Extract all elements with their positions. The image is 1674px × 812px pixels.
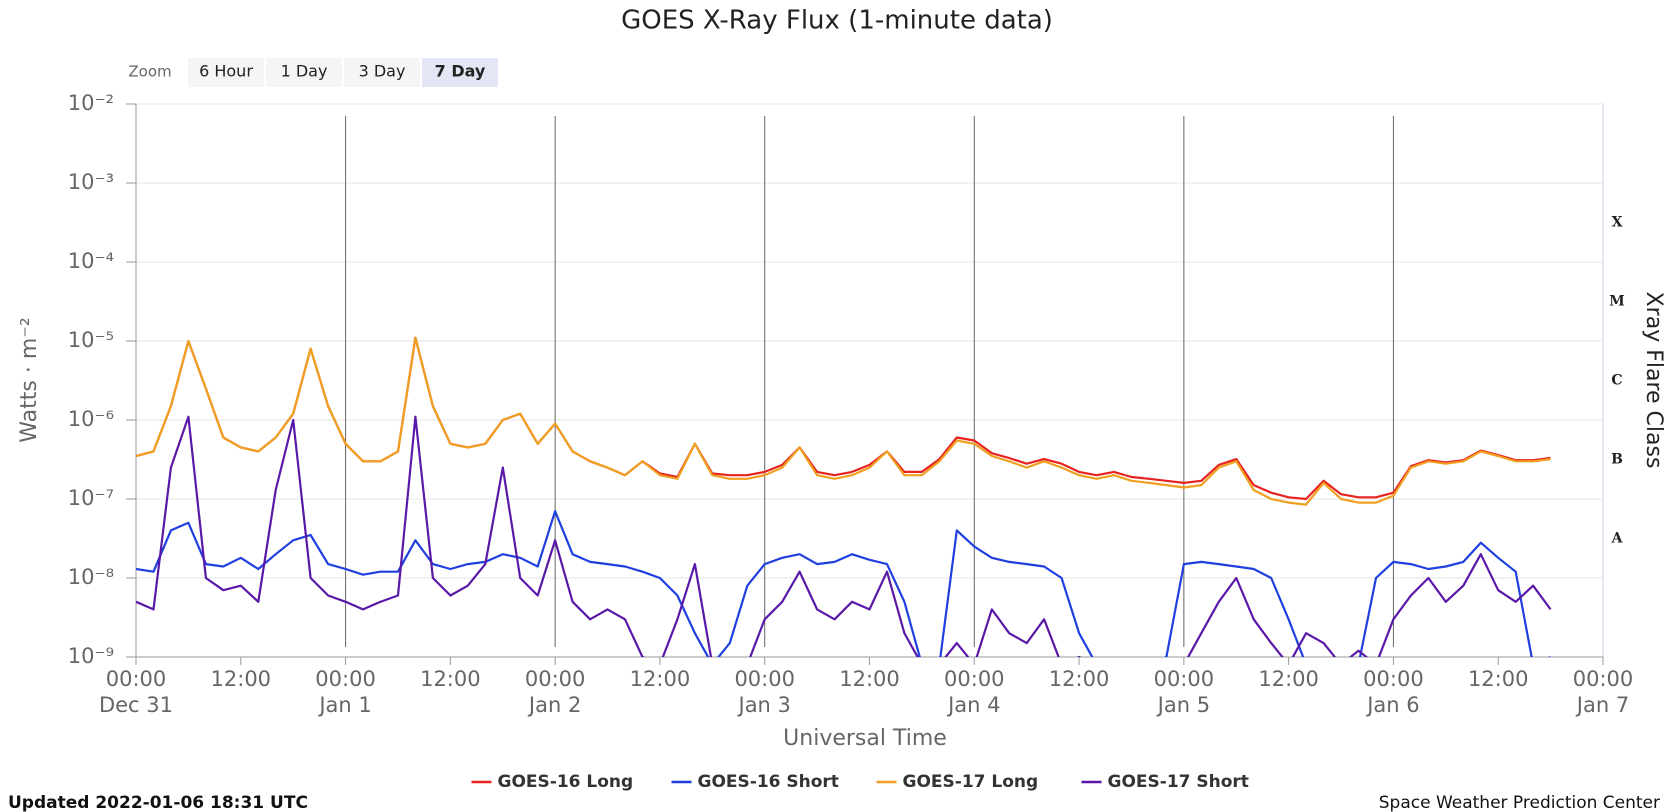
series-line [136,336,1551,501]
x-tick-label: 00:00 [1154,667,1215,691]
zoom-button-bg [344,58,420,87]
x-tick-label: 00:00 [1573,667,1634,691]
x-tick-label: 12:00 [839,667,900,691]
x-tick-label: 00:00 [944,667,1005,691]
x-tick-label: 12:00 [420,667,481,691]
zoom-button[interactable]: 1 Day [266,58,342,87]
x-tick-label: 00:00 [1363,667,1424,691]
legend-label: GOES-17 Short [1108,772,1249,792]
y-tick-label: 10⁻⁶ [68,407,114,431]
updated-note: Updated 2022-01-06 18:31 UTC [8,793,308,812]
flare-class-label: B [1611,452,1623,468]
x-tick-label: 12:00 [1049,667,1110,691]
legend-label: GOES-17 Long [903,772,1039,792]
x-tick-label: 12:00 [211,667,272,691]
x-date-label: Jan 7 [1575,693,1629,717]
series-line [136,415,1552,657]
zoom-button[interactable]: 3 Day [344,58,420,87]
x-axis-label: Universal Time [783,726,947,751]
x-tick-label: 00:00 [525,667,586,691]
x-date-label: Jan 4 [946,693,1000,717]
x-date-label: Jan 3 [737,693,791,717]
legend-label: GOES-16 Long [498,772,634,792]
zoom-button[interactable]: 6 Hour [188,58,264,87]
source-note: Space Weather Prediction Center [1379,793,1660,812]
x-tick-label: 00:00 [734,667,795,691]
x-date-label: Jan 1 [317,693,371,717]
flare-class-label: C [1611,373,1622,389]
zoom-button-label: 3 Day [359,62,406,81]
zoom-button-bg [422,58,498,87]
y-axis-label: Watts · m⁻² [17,317,42,442]
flare-class-label: X [1612,215,1623,231]
plot-area [136,336,1552,657]
x-date-label: Jan 6 [1365,693,1419,717]
x-tick-label: 00:00 [106,667,167,691]
series-line [136,510,1551,657]
chart-title: GOES X-Ray Flux (1-minute data) [621,6,1053,36]
y-tick-label: 10⁻³ [68,170,114,194]
zoom-button-label: 7 Day [435,62,486,81]
x-tick-label: 12:00 [1468,667,1529,691]
zoom-button-label: 6 Hour [199,62,253,81]
x-date-label: Jan 5 [1156,693,1210,717]
x-date-label: Dec 31 [99,693,173,717]
zoom-label: Zoom [128,63,171,81]
plot-frame [135,103,1604,658]
y-tick-label: 10⁻⁷ [68,486,114,510]
y-tick-label: 10⁻⁵ [68,328,114,352]
zoom-button-bg [188,58,264,87]
x-tick-label: 12:00 [630,667,691,691]
y-tick-label: 10⁻² [68,91,114,115]
zoom-button-bg [266,58,342,87]
y2-axis-label: Xray Flare Class [1641,292,1666,469]
zoom-button[interactable]: 7 Day [422,58,498,87]
x-tick-label: 12:00 [1258,667,1319,691]
zoom-button-label: 1 Day [281,62,328,81]
flare-class-label: M [1609,294,1625,310]
series-line [136,336,1551,506]
x-date-label: Jan 2 [527,693,581,717]
y-tick-label: 10⁻⁸ [68,565,114,589]
y-tick-label: 10⁻⁴ [68,249,114,273]
legend-label: GOES-16 Short [698,772,839,792]
flare-class-label: A [1611,531,1624,547]
x-tick-label: 00:00 [315,667,376,691]
y-tick-label: 10⁻⁹ [68,644,114,668]
